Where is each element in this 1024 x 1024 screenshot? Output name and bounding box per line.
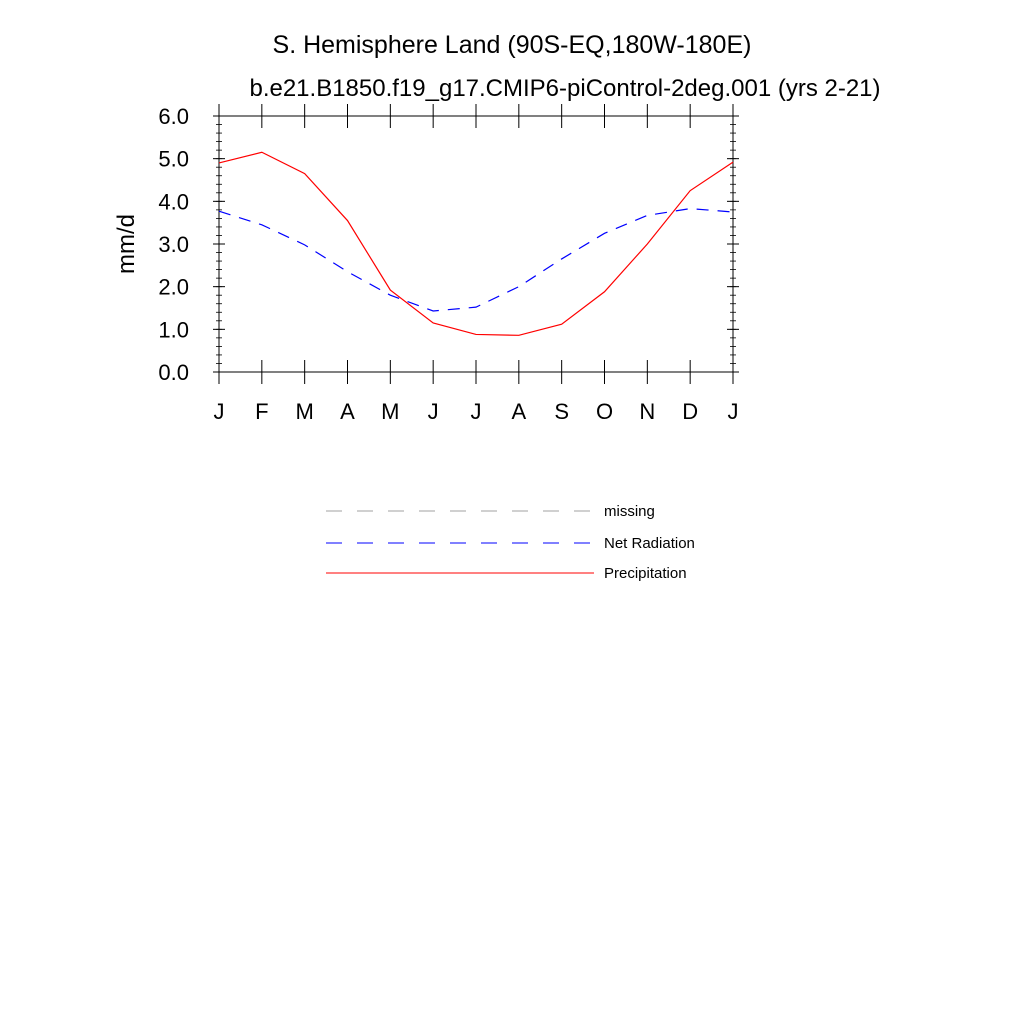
series-lines — [218, 151, 734, 336]
y-tick-label: 6.0 — [158, 104, 189, 129]
plot-frame — [218, 115, 734, 373]
x-tick-label: J — [728, 399, 739, 424]
y-tick-label: 3.0 — [158, 232, 189, 257]
legend-label-net-radiation: Net Radiation — [604, 535, 695, 552]
y-tick-label: 2.0 — [158, 275, 189, 300]
y-tick-label: 5.0 — [158, 147, 189, 172]
legend-label-missing: missing — [604, 503, 655, 520]
x-tick-label: O — [596, 399, 613, 424]
y-tick-label: 1.0 — [158, 317, 189, 342]
x-tick-label: A — [511, 399, 526, 424]
y-axis-label: mm/d — [113, 214, 140, 274]
x-tick-label: N — [639, 399, 655, 424]
series-line-net-radiation — [218, 207, 734, 312]
x-tick-label: M — [296, 399, 314, 424]
chart-subtitle: b.e21.B1850.f19_g17.CMIP6-piControl-2deg… — [249, 75, 880, 102]
x-tick-label: M — [381, 399, 399, 424]
series-line-precipitation — [218, 151, 734, 336]
x-tick-label: S — [554, 399, 569, 424]
legend-label-precipitation: Precipitation — [604, 565, 687, 582]
x-tick-label: J — [214, 399, 225, 424]
y-axis: 0.0 1.0 2.0 3.0 4.0 5.0 6.0 — [158, 104, 739, 385]
y-tick-label: 4.0 — [158, 189, 189, 214]
chart-title: S. Hemisphere Land (90S-EQ,180W-180E) — [273, 31, 752, 59]
x-tick-label: A — [340, 399, 355, 424]
legend: missing Net Radiation Precipitation — [326, 503, 695, 582]
x-tick-label: J — [428, 399, 439, 424]
x-tick-label: J — [471, 399, 482, 424]
y-tick-label: 0.0 — [158, 360, 189, 385]
x-tick-label: F — [255, 399, 268, 424]
x-tick-label: D — [682, 399, 698, 424]
